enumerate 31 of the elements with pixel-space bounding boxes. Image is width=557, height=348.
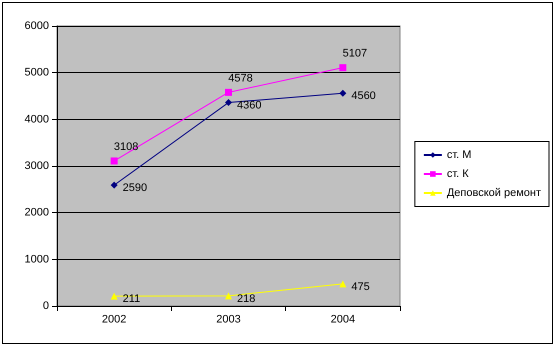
y-tick-label: 1000 xyxy=(24,253,49,266)
point xyxy=(225,292,232,300)
y-tick-label: 4000 xyxy=(24,113,49,126)
data-label: 475 xyxy=(351,280,370,293)
x-tick-label: 2003 xyxy=(216,314,241,326)
point xyxy=(110,182,118,189)
y-tick-label: 2000 xyxy=(24,206,49,219)
y-tick-label: 3000 xyxy=(24,160,49,172)
data-label: 4560 xyxy=(351,90,376,102)
y-tick-label: 6000 xyxy=(24,20,49,32)
y-tick-label: 0 xyxy=(42,300,49,312)
x-tick-label: 2004 xyxy=(330,314,356,326)
data-label: 2590 xyxy=(122,182,148,194)
data-label: 211 xyxy=(122,293,140,306)
data-label: 218 xyxy=(237,292,256,305)
y-tick-label: 5000 xyxy=(24,66,49,79)
x-tick-label: 2002 xyxy=(102,314,126,326)
data-label: 4360 xyxy=(237,100,262,112)
point xyxy=(339,280,346,288)
legend-label: Деповской ремонт xyxy=(446,187,542,199)
point xyxy=(110,292,118,300)
data-label: 4578 xyxy=(228,72,253,84)
point xyxy=(339,64,346,72)
legend-label: ст. М xyxy=(446,149,472,161)
point xyxy=(225,99,232,106)
data-label: 3108 xyxy=(114,140,138,153)
legend-label: ст. К xyxy=(446,168,470,180)
point xyxy=(110,157,118,164)
point xyxy=(225,88,232,96)
point xyxy=(339,90,346,97)
data-label: 5107 xyxy=(342,48,368,60)
